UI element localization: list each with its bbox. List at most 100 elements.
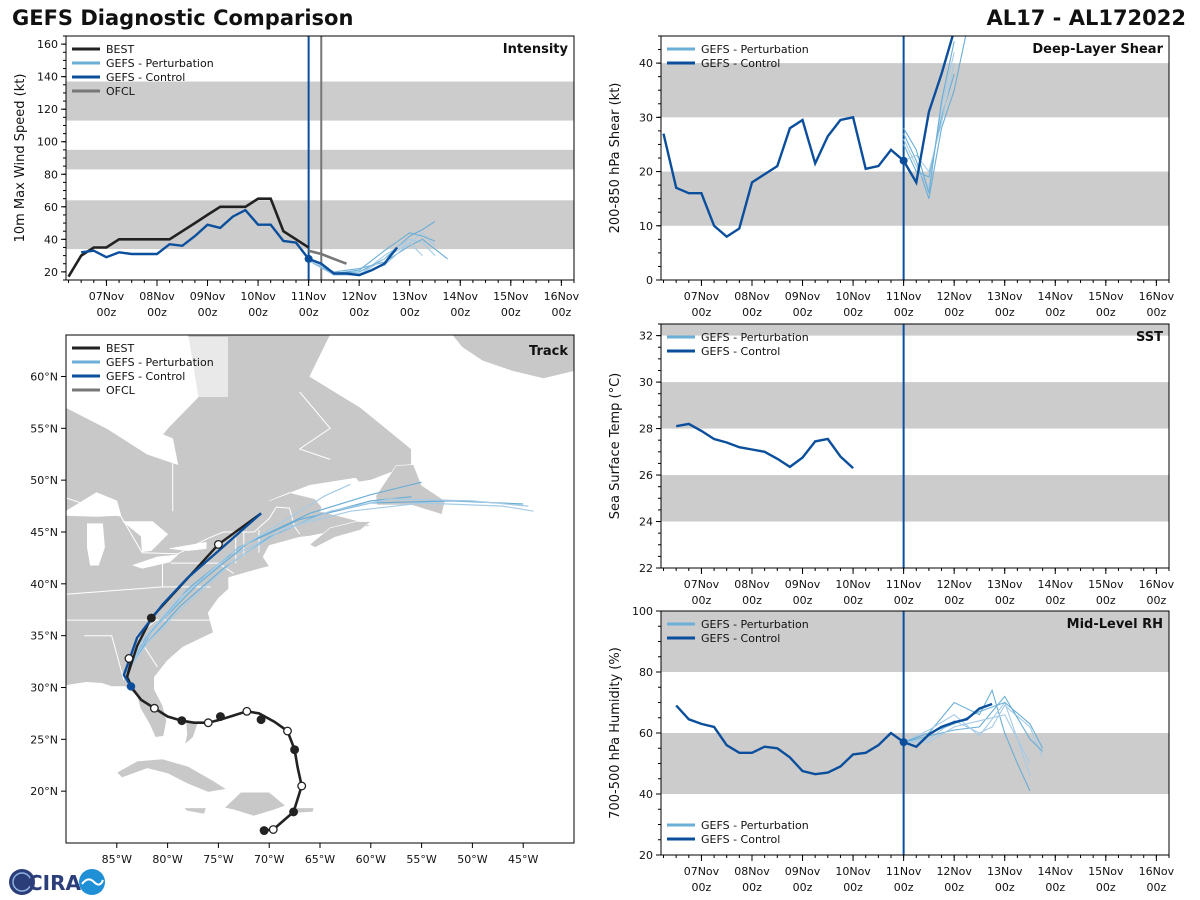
sst-control-line <box>675 422 854 469</box>
intensity-ofcl-line <box>308 249 347 265</box>
intensity-band-1 <box>66 149 574 170</box>
shear-series <box>662 36 967 239</box>
border-state-2 <box>84 635 125 681</box>
storm-id: AL17 - AL172022 <box>986 6 1187 30</box>
intensity-best-line <box>67 197 310 278</box>
sst-ylabel: Sea Surface Temp (°C) <box>608 373 623 520</box>
shear-xtick-day-5: 12Nov <box>936 290 972 303</box>
rh-ytick-label-4: 100 <box>632 605 653 618</box>
sst-xtick-hour-7: 00z <box>1045 594 1065 607</box>
legend-label-control: GEFS - Control <box>701 345 780 358</box>
intensity-xtick-day-4: 11Nov <box>291 290 327 303</box>
legend-label-perturbation: GEFS - Perturbation <box>701 331 809 344</box>
sst-xtick-hour-3: 00z <box>843 594 863 607</box>
track-ytick-label-8: 60°N <box>30 370 58 383</box>
sst-ytick-label-0: 22 <box>639 562 653 575</box>
legend-label-perturbation: GEFS - Perturbation <box>701 819 809 832</box>
logo-text: CIRA <box>28 871 82 895</box>
rh-xtick-hour-7: 00z <box>1045 881 1065 894</box>
track-perturbation-5 <box>126 498 529 687</box>
intensity-xtick-hour-8: 00z <box>501 306 521 319</box>
rh-ytick-label-2: 60 <box>639 727 653 740</box>
sst-xtick-hour-9: 00z <box>1146 594 1166 607</box>
border-state-6 <box>170 562 234 574</box>
shear-ytick-label-2: 20 <box>639 166 653 179</box>
shear-xtick-day-1: 08Nov <box>734 290 770 303</box>
rh-xtick-day-3: 10Nov <box>835 865 871 878</box>
track-map <box>66 335 574 836</box>
rh-xtick-hour-3: 00z <box>843 881 863 894</box>
shear-xtick-day-7: 14Nov <box>1038 290 1074 303</box>
intensity-perturbation-3 <box>308 232 436 276</box>
shear-xtick-day-3: 10Nov <box>835 290 871 303</box>
rh-ylabel: 700-500 hPa Humidity (%) <box>608 647 623 819</box>
rh-band-1 <box>661 611 1169 672</box>
legend-label-control: GEFS - Control <box>106 71 185 84</box>
track-ytick-label-6: 50°N <box>30 474 58 487</box>
track-xtick-label-3: 70°W <box>254 853 284 866</box>
track-best-marker-14 <box>213 539 223 549</box>
water-james-bay <box>147 427 179 466</box>
legend-label-ofcl: OFCL <box>106 85 136 98</box>
shear-xtick-hour-9: 00z <box>1146 306 1166 319</box>
shear-perturbation-4 <box>903 41 955 194</box>
track-best-marker-5 <box>283 726 292 736</box>
intensity-ytick-label-1: 40 <box>44 233 58 246</box>
track-best-marker-11 <box>149 703 159 713</box>
track-best-marker-0 <box>259 826 269 836</box>
sst-ytick-label-4: 30 <box>639 376 653 389</box>
intensity-ytick-label-4: 100 <box>37 136 58 149</box>
intensity-xtick-day-3: 10Nov <box>240 290 276 303</box>
track-xtick-label-2: 75°W <box>203 853 233 866</box>
intensity-xtick-day-0: 07Nov <box>89 290 125 303</box>
rh-xtick-hour-0: 00z <box>692 881 712 894</box>
intensity-ytick-label-2: 60 <box>44 201 58 214</box>
border-state-3 <box>136 618 158 668</box>
rh-xtick-hour-6: 00z <box>995 881 1015 894</box>
shear-xtick-day-0: 07Nov <box>684 290 720 303</box>
track-title: Track <box>529 344 568 359</box>
intensity-xtick-hour-2: 00z <box>198 306 218 319</box>
land-bahamas <box>184 721 199 746</box>
shear-xtick-day-9: 16Nov <box>1139 290 1175 303</box>
shear-xtick-hour-3: 00z <box>843 306 863 319</box>
cira-logo: CIRA <box>9 869 105 895</box>
rh-title: Mid-Level RH <box>1067 617 1163 632</box>
shear-ytick-label-0: 0 <box>646 274 653 287</box>
land-jamaica <box>183 807 207 815</box>
sst-xtick-hour-4: 00z <box>894 594 914 607</box>
intensity-xtick-hour-0: 00z <box>97 306 117 319</box>
rh-xtick-day-4: 11Nov <box>886 865 922 878</box>
shear-xtick-day-2: 09Nov <box>785 290 821 303</box>
legend-label-perturbation: GEFS - Perturbation <box>701 618 809 631</box>
sst-band-1 <box>661 382 1169 429</box>
track-best-marker-4 <box>290 745 300 755</box>
sst-band-0 <box>661 475 1169 522</box>
track-control-marker <box>126 682 136 691</box>
intensity-xtick-hour-6: 00z <box>400 306 420 319</box>
intensity-xtick-day-6: 13Nov <box>392 290 428 303</box>
track-ytick-label-3: 35°N <box>30 630 58 643</box>
track-xtick-label-1: 80°W <box>152 853 182 866</box>
sst-series <box>675 422 854 469</box>
intensity-band-0 <box>66 200 574 250</box>
water-lake-superior <box>66 492 122 517</box>
sst-ytick-label-1: 24 <box>639 516 653 529</box>
track-ytick-label-7: 55°N <box>30 422 58 435</box>
legend-label-control: GEFS - Control <box>701 57 780 70</box>
track-ytick-label-4: 40°N <box>30 578 58 591</box>
shear-xtick-hour-1: 00z <box>742 306 762 319</box>
sst-frame <box>660 323 1170 569</box>
intensity-xtick-day-7: 14Nov <box>443 290 479 303</box>
legend-label-perturbation: GEFS - Perturbation <box>701 43 809 56</box>
sst-xtick-day-1: 08Nov <box>734 578 770 591</box>
shear-ytick-label-3: 30 <box>639 111 653 124</box>
shear-xtick-day-6: 13Nov <box>987 290 1023 303</box>
rh-xtick-day-0: 07Nov <box>684 865 720 878</box>
land-puerto-rico <box>296 807 315 814</box>
legend-label-control: GEFS - Control <box>701 833 780 846</box>
rh-xtick-hour-9: 00z <box>1146 881 1166 894</box>
water-lake-erie <box>132 554 179 569</box>
shear-ytick-label-1: 10 <box>639 220 653 233</box>
